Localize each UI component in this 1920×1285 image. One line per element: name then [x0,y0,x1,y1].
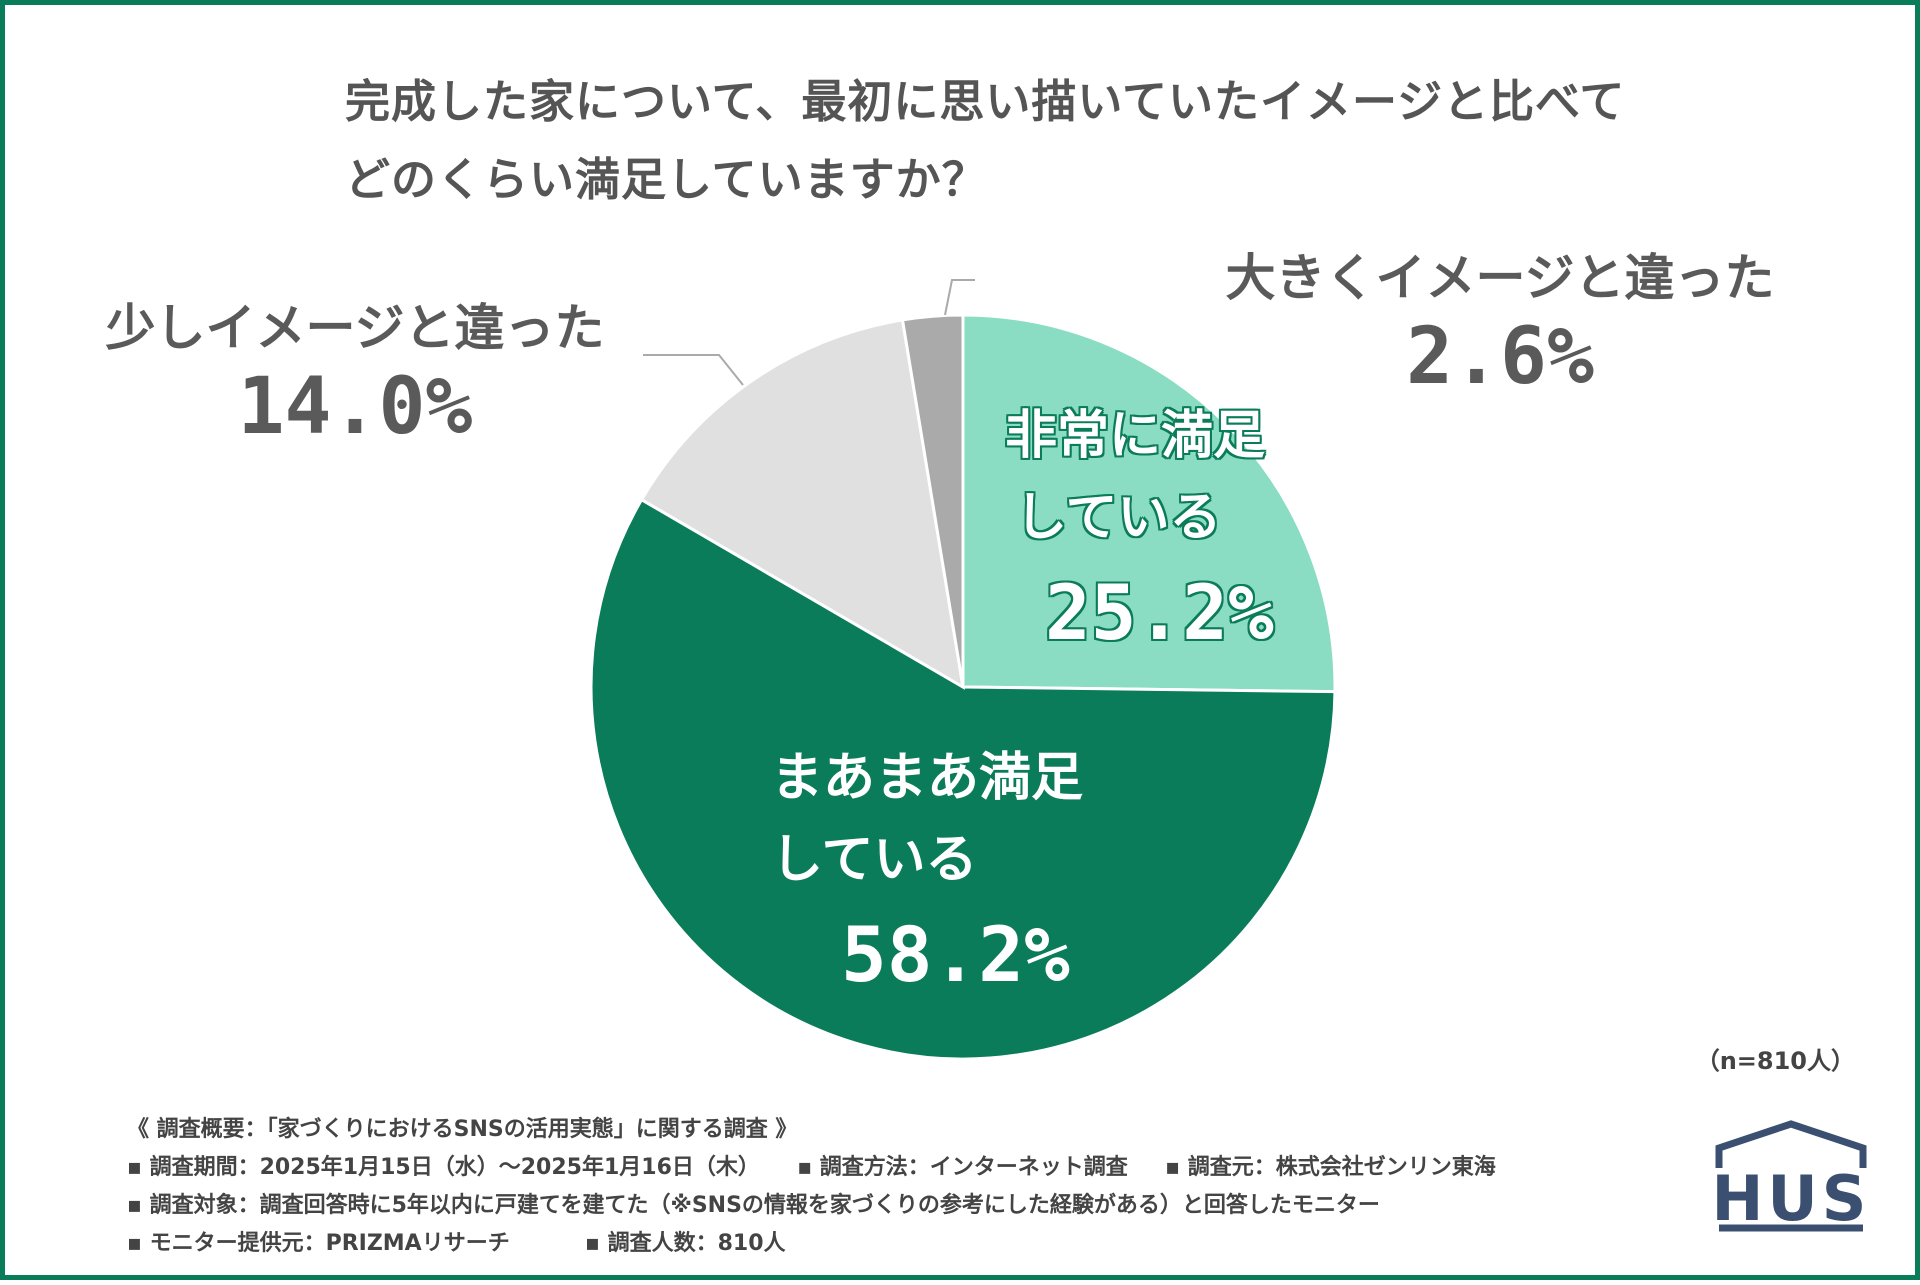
hus-logo-roof [1715,1120,1867,1168]
label-large-difference-name: 大きくイメージと違った [1225,249,1775,307]
hus-logo: HUS [1712,1120,1871,1235]
survey-target: ▪ 調査対象：調査回答時に5年以内に戸建てを建てた（※SNSの情報を家づくりの参… [127,1193,1380,1218]
leader-line-slight-difference [643,354,744,386]
survey-source: ▪ 調査元：株式会社ゼンリン東海 [1165,1155,1496,1180]
label-somewhat-satisfied-line-2: している [771,830,978,890]
survey-provider: ▪ モニター提供元：PRIZMAリサーチ [127,1231,510,1256]
label-slight-difference-value: 14.0% [237,362,473,452]
label-very-satisfied-value: 25.2% [1045,568,1274,657]
hus-logo-text: HUS [1712,1162,1871,1235]
survey-notes-row-2: ▪ 調査期間：2025年1月15日（水）〜2025年1月16日（木） ▪ 調査方… [127,1149,1496,1187]
chart-title: 完成した家について、最初に思い描いていたイメージと比べて どのくらい満足していま… [345,63,1745,219]
label-somewhat-satisfied-value: 58.2% [841,910,1070,999]
label-slight-difference: 少しイメージと違った 14.0% [75,297,635,455]
slice-large-difference [900,313,965,688]
survey-period: ▪ 調査期間：2025年1月15日（水）〜2025年1月16日（木） [127,1155,760,1180]
survey-method: ▪ 調査方法：インターネット調査 [797,1155,1128,1180]
chart-title-line-1: 完成した家について、最初に思い描いていたイメージと比べて [345,75,1626,128]
label-very-satisfied-line-2: している [1015,488,1222,548]
label-large-difference: 大きくイメージと違った 2.6% [1200,247,1800,405]
label-somewhat-satisfied-line-1: まあまあ満足 [771,748,1084,808]
survey-respondents: ▪ 調査人数：810人 [585,1231,786,1256]
chart-title-line-2: どのくらい満足していますか？ [345,153,988,206]
sample-size: （n=810人） [1695,1047,1855,1075]
pie-chart [589,279,1337,1061]
label-somewhat-satisfied: まあまあ満足 している 58.2% [771,737,1083,1005]
slice-very-satisfied [961,313,1337,694]
label-very-satisfied: 非常に満足 している 25.2% [1005,395,1274,663]
slice-slight-difference [639,318,965,690]
leader-line-large-difference [944,279,975,316]
slice-somewhat-satisfied [589,497,1337,1061]
survey-notes: 《 調査概要：「家づくりにおけるSNSの活用実態」に関する調査 》 ▪ 調査期間… [127,1111,1496,1263]
survey-notes-row-4: ▪ モニター提供元：PRIZMAリサーチ ▪ 調査人数：810人 [127,1225,1496,1263]
label-slight-difference-name: 少しイメージと違った [105,299,605,357]
survey-notes-heading: 《 調査概要：「家づくりにおけるSNSの活用実態」に関する調査 》 [127,1117,798,1142]
label-large-difference-value: 2.6% [1406,312,1594,402]
label-very-satisfied-line-1: 非常に満足 [1005,406,1266,466]
